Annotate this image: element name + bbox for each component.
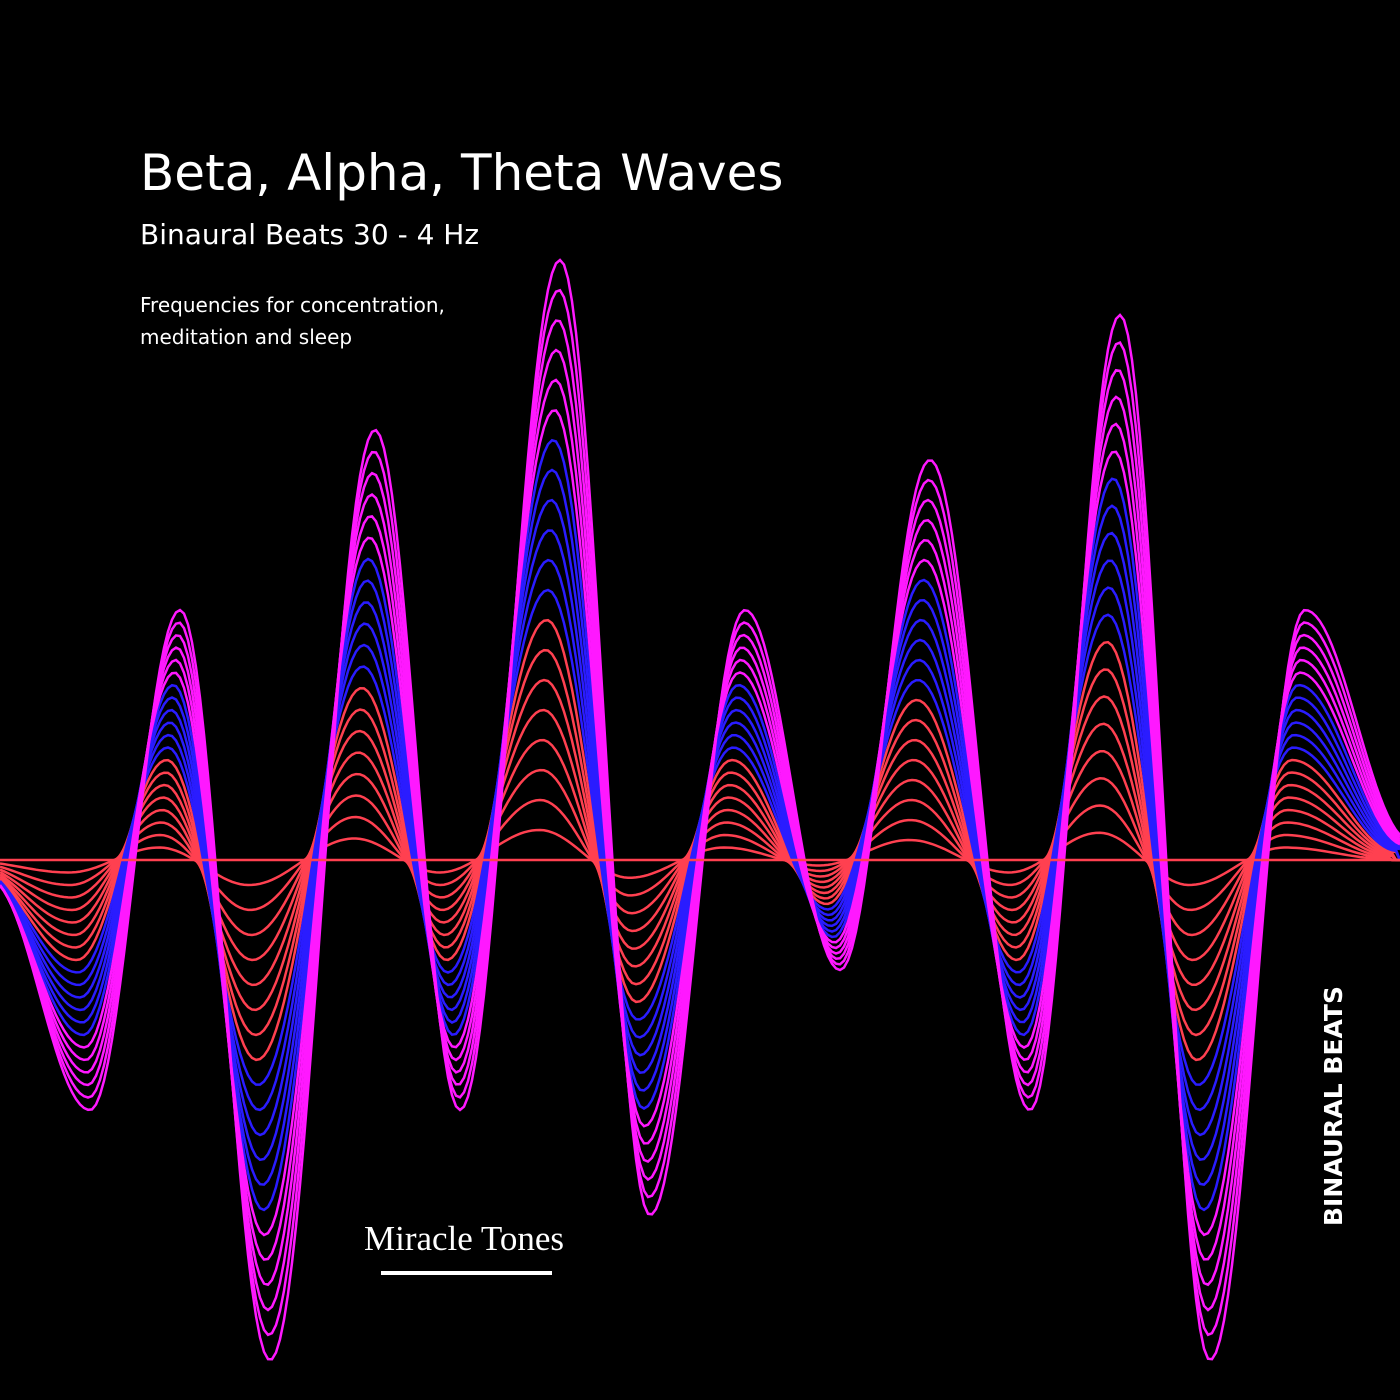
wave-line bbox=[0, 258, 1400, 1361]
description: Frequencies for concentration, bbox=[140, 293, 445, 317]
waveform bbox=[0, 258, 1400, 1361]
description: meditation and sleep bbox=[140, 325, 352, 349]
subtitle: Binaural Beats 30 - 4 Hz bbox=[140, 218, 479, 251]
brand-underline bbox=[381, 1271, 552, 1275]
brand: Miracle Tones bbox=[364, 1219, 564, 1258]
title: Beta, Alpha, Theta Waves bbox=[140, 144, 783, 202]
side-label: BINAURAL BEATS bbox=[1319, 986, 1348, 1226]
